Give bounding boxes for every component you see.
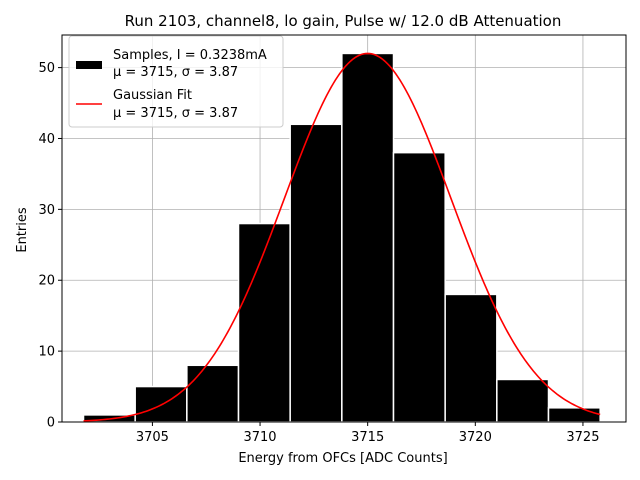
histogram-bar	[496, 378, 550, 423]
plot-frame	[61, 34, 627, 423]
histogram-bar	[341, 52, 395, 423]
y-tick-label: 50	[38, 61, 55, 76]
histogram-bars	[82, 52, 601, 423]
legend-samples-label: Samples, I = 0.3238mA	[113, 48, 267, 63]
x-tick-label: 3710	[243, 430, 276, 445]
histogram-bar	[186, 364, 240, 423]
chart-title: Run 2103, channel8, lo gain, Pulse w/ 12…	[125, 12, 562, 30]
legend: Samples, I = 0.3238mA μ = 3715, σ = 3.87…	[68, 35, 284, 128]
y-tick-label: 40	[38, 132, 55, 147]
x-tick-label: 3725	[566, 430, 599, 445]
histogram-bar	[547, 407, 601, 423]
x-tick-label: 3705	[136, 430, 169, 445]
y-tick-label: 10	[38, 345, 55, 360]
histogram-bar	[444, 293, 498, 423]
y-axis-label: Entries	[15, 207, 30, 253]
y-tick-label: 0	[47, 416, 55, 431]
x-axis-label: Energy from OFCs [ADC Counts]	[238, 451, 447, 466]
y-tick-label: 30	[38, 203, 55, 218]
histogram-bar	[392, 151, 446, 423]
y-tick-label: 20	[38, 274, 55, 289]
gaussian-fit	[83, 52, 601, 422]
legend-fit-stats: μ = 3715, σ = 3.87	[113, 106, 238, 121]
legend-samples-swatch	[76, 61, 102, 69]
histogram-bar	[237, 222, 291, 423]
histogram-bar	[289, 123, 343, 423]
x-tick-label: 3715	[351, 430, 384, 445]
x-axis-ticks: 3705 3710 3715 3720 3725	[136, 422, 599, 445]
legend-samples-stats: μ = 3715, σ = 3.87	[113, 65, 238, 80]
legend-fit-label: Gaussian Fit	[113, 88, 192, 103]
x-tick-label: 3720	[459, 430, 492, 445]
y-axis-ticks: 0 10 20 30 40 50	[38, 61, 62, 431]
legend-box	[68, 35, 284, 128]
gaussian-fit-line	[83, 52, 601, 422]
